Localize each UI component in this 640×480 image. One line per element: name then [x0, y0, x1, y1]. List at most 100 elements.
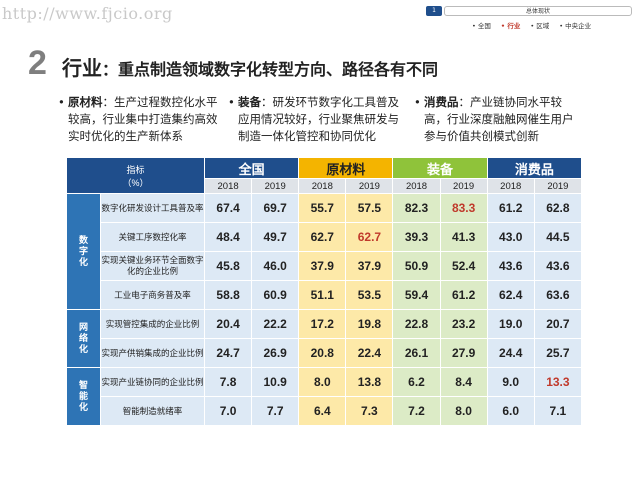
value-cell: 49.7 — [251, 222, 300, 252]
watermark-url: http://www.fjcio.org — [2, 4, 173, 23]
table-row: 工业电子商务普及率 58.8 60.9 51.1 53.5 59.4 61.2 62.4 63.… — [67, 280, 583, 310]
value-cell: 67.4 — [204, 193, 253, 223]
category-label: 网 络 化 — [66, 309, 101, 368]
indicator-name: 实现关键业务环节全面数字化的企业比例 — [99, 251, 206, 281]
value-cell: 19.0 — [486, 309, 535, 339]
section-title-main: 行业 — [62, 56, 102, 80]
value-cell: 53.5 — [345, 280, 394, 310]
value-cell: 41.3 — [439, 222, 488, 252]
bullet-equipment: • 装备：研发环节数字化工具普及应用情况较好，行业聚焦研发与制造一体化管控和协同优… — [228, 95, 399, 143]
value-cell: 62.4 — [486, 280, 535, 310]
value-cell: 26.1 — [392, 338, 441, 368]
indicator-name: 实现管控集成的企业比例 — [99, 309, 206, 339]
table-body: 数 字 化数字化研发设计工具普及率 67.4 69.7 55.7 57.5 82.3 83.… — [66, 193, 583, 426]
value-cell: 62.8 — [533, 193, 583, 223]
indicator-name: 实现产供销集成的企业比例 — [99, 338, 206, 368]
nav-title[interactable]: 总体现状 — [444, 6, 632, 16]
value-cell: 17.2 — [298, 309, 347, 339]
indicator-name: 智能制造就绪率 — [99, 396, 206, 426]
value-cell: 13.8 — [345, 367, 394, 397]
year-header: 2019 — [251, 178, 300, 194]
value-cell: 7.0 — [204, 396, 253, 426]
value-cell: 9.0 — [486, 367, 535, 397]
year-header: 2018 — [486, 178, 535, 194]
value-cell: 6.4 — [298, 396, 347, 426]
year-header: 2019 — [533, 178, 583, 194]
indicator-name: 关键工序数控化率 — [99, 222, 206, 252]
bullet-text: ：生产过程数控化水平较高，行业集中打造集约高效实时优化的生产新体系 — [68, 95, 218, 143]
table-row: 实现关键业务环节全面数字化的企业比例 45.8 46.0 37.9 37.9 50.9 52… — [67, 251, 583, 281]
bullet-text: ：产业链协同水平较高，行业深度融触网催生用户参与价值共创模式创新 — [424, 95, 574, 143]
section-number: 2 — [28, 44, 47, 82]
value-cell: 62.7 — [345, 222, 394, 252]
group-header-consumer-goods: 消费品 — [486, 157, 583, 179]
indicator-name: 工业电子商务普及率 — [99, 280, 206, 310]
value-cell: 43.0 — [486, 222, 535, 252]
value-cell: 13.3 — [533, 367, 583, 397]
value-cell: 46.0 — [251, 251, 300, 281]
bullet-text: ：研发环节数字化工具普及应用情况较好，行业聚焦研发与制造一体化管控和协同优化 — [238, 95, 399, 143]
year-header: 2018 — [204, 178, 253, 194]
value-cell: 39.3 — [392, 222, 441, 252]
year-header: 2019 — [345, 178, 394, 194]
value-cell: 10.9 — [251, 367, 300, 397]
value-cell: 44.5 — [533, 222, 583, 252]
value-cell: 7.1 — [533, 396, 583, 426]
section-nav: 1 总体现状 • 全国 • 行业 • 区域 • 中央企业 — [426, 6, 634, 32]
value-cell: 20.7 — [533, 309, 583, 339]
value-cell: 7.2 — [392, 396, 441, 426]
value-cell: 27.9 — [439, 338, 488, 368]
value-cell: 82.3 — [392, 193, 441, 223]
category-label: 智 能 化 — [66, 367, 101, 426]
value-cell: 83.3 — [439, 193, 488, 223]
year-header: 2018 — [392, 178, 441, 194]
group-header-equipment: 装备 — [392, 157, 488, 179]
value-cell: 69.7 — [251, 193, 300, 223]
value-cell: 8.0 — [298, 367, 347, 397]
value-cell: 6.2 — [392, 367, 441, 397]
table-row: 关键工序数控化率 48.4 49.7 62.7 62.7 39.3 41.3 43.0 44.5 — [67, 222, 583, 252]
year-header: 2018 — [298, 178, 347, 194]
value-cell: 59.4 — [392, 280, 441, 310]
value-cell: 23.2 — [439, 309, 488, 339]
value-cell: 62.7 — [298, 222, 347, 252]
value-cell: 26.9 — [251, 338, 300, 368]
section-subtitle: ：重点制造领域数字化转型方向、路径各有不同 — [102, 60, 439, 79]
bullet-head: 原材料 — [68, 95, 103, 109]
nav-item-region[interactable]: • 区域 — [530, 22, 550, 30]
value-cell: 37.9 — [345, 251, 394, 281]
bullet-head: 消费品 — [424, 95, 459, 109]
value-cell: 25.7 — [533, 338, 583, 368]
indicator-name: 数字化研发设计工具普及率 — [99, 193, 206, 223]
table-row: 智能制造就绪率 7.0 7.7 6.4 7.3 7.2 8.0 6.0 7.1 — [67, 396, 583, 426]
value-cell: 8.4 — [439, 367, 488, 397]
value-cell: 55.7 — [298, 193, 347, 223]
nav-items: • 全国 • 行业 • 区域 • 中央企业 — [472, 20, 591, 30]
nav-item-national[interactable]: • 全国 — [472, 22, 491, 30]
value-cell: 51.1 — [298, 280, 347, 310]
value-cell: 7.8 — [204, 367, 253, 397]
nav-item-industry[interactable]: • 行业 — [500, 22, 521, 30]
value-cell: 63.6 — [533, 280, 583, 310]
year-header: 2019 — [439, 178, 488, 194]
group-header-national: 全国 — [204, 157, 300, 179]
value-cell: 45.8 — [204, 251, 253, 281]
value-cell: 7.3 — [345, 396, 394, 426]
value-cell: 60.9 — [251, 280, 300, 310]
table-row: 数 字 化数字化研发设计工具普及率 67.4 69.7 55.7 57.5 82.3 83.… — [66, 193, 583, 310]
bullet-consumer-goods: • 消费品：产业链协同水平较高，行业深度融触网催生用户参与价值共创模式创新 — [414, 95, 574, 143]
value-cell: 58.8 — [204, 280, 253, 310]
nav-number: 1 — [426, 6, 442, 16]
nav-item-central-enterprise[interactable]: • 中央企业 — [559, 22, 592, 30]
value-cell: 20.4 — [204, 309, 253, 339]
value-cell: 37.9 — [298, 251, 347, 281]
bullet-raw-materials: • 原材料：生产过程数控化水平较高，行业集中打造集约高效实时优化的生产新体系 — [58, 95, 218, 143]
value-cell: 6.0 — [486, 396, 535, 426]
value-cell: 50.9 — [392, 251, 441, 281]
table-row: 智 能 化实现产业链协同的企业比例 7.8 10.9 8.0 13.8 6.2 8.4 9.0… — [66, 367, 583, 426]
value-cell: 24.7 — [204, 338, 253, 368]
value-cell: 22.2 — [251, 309, 300, 339]
section-title: 行业：重点制造领域数字化转型方向、路径各有不同 — [62, 52, 438, 81]
value-cell: 52.4 — [439, 251, 488, 281]
value-cell: 20.8 — [298, 338, 347, 368]
